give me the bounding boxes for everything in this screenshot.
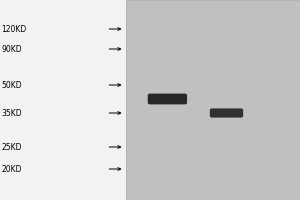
FancyBboxPatch shape xyxy=(210,108,243,118)
Text: 90KD: 90KD xyxy=(2,45,22,53)
Text: 20KD: 20KD xyxy=(2,164,22,173)
Text: 120KD: 120KD xyxy=(2,24,27,33)
Text: 35KD: 35KD xyxy=(2,108,22,117)
Text: 25KD: 25KD xyxy=(2,142,22,152)
Text: 50KD: 50KD xyxy=(2,81,22,90)
Bar xyxy=(126,0,300,200)
FancyBboxPatch shape xyxy=(148,94,187,104)
